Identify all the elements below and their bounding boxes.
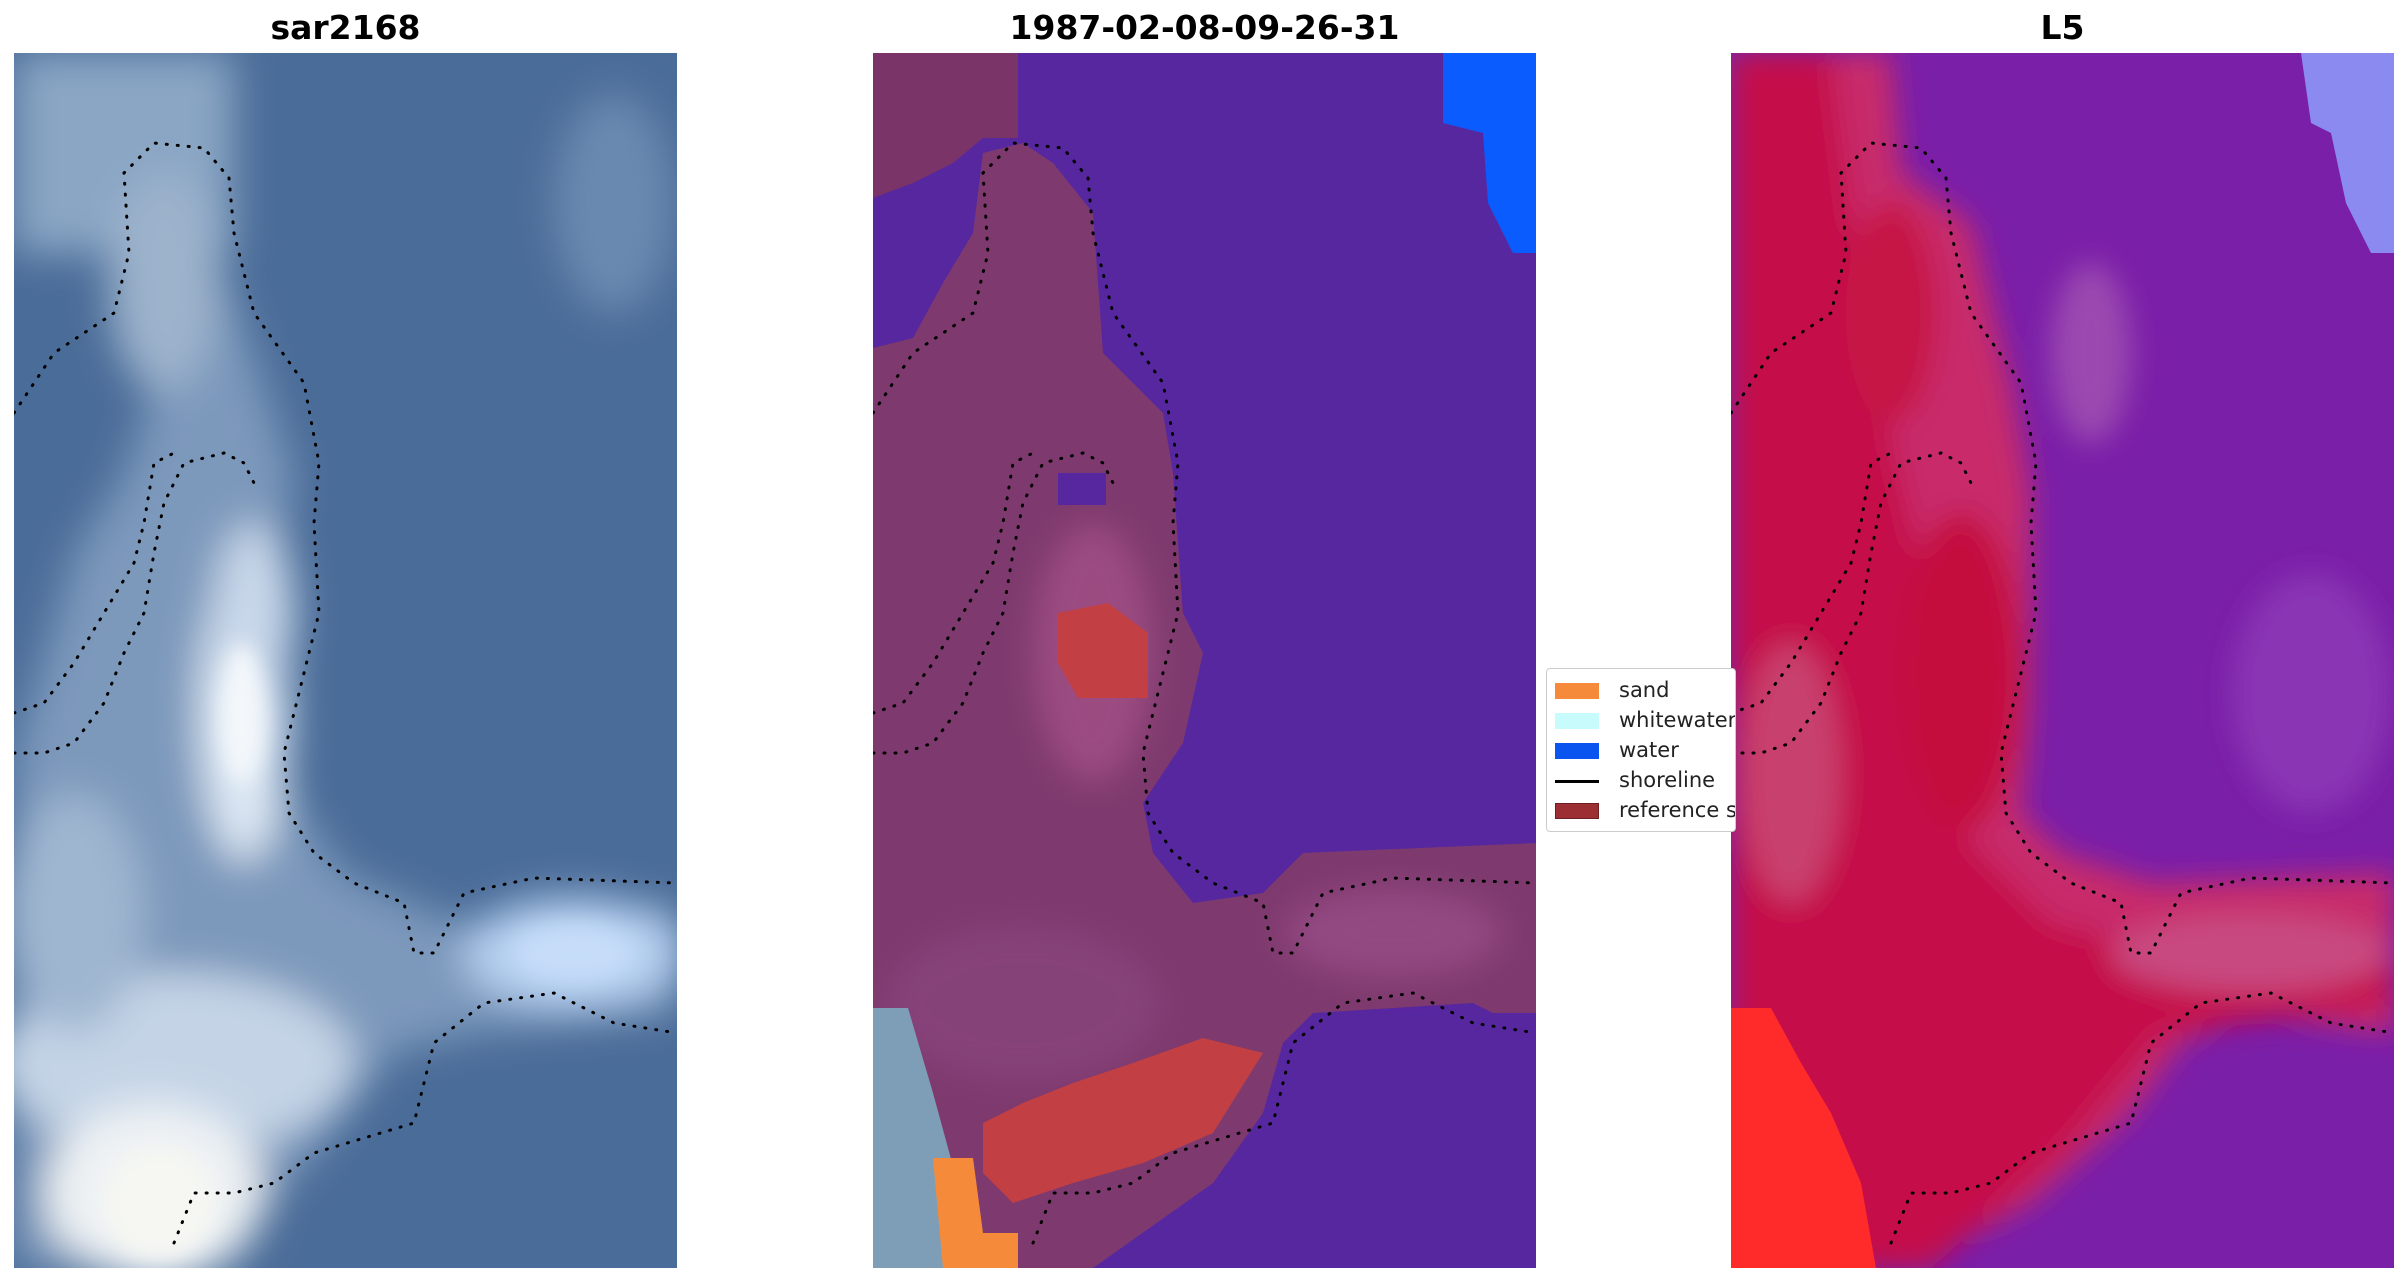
whitewater-corner xyxy=(2301,53,2394,253)
legend-label-sand: sand xyxy=(1619,678,1670,702)
rgb-image xyxy=(14,53,677,1268)
reference-patch-1 xyxy=(1058,603,1148,698)
shoreline-overlay-classified xyxy=(873,141,1536,1245)
sand-class-patch xyxy=(933,1158,1018,1268)
whitewater-swatch xyxy=(1555,713,1599,729)
legend-label-whitewater: whitewater xyxy=(1619,708,1736,732)
high-index-corner xyxy=(1731,1008,1876,1268)
legend-label-shoreline: shoreline xyxy=(1619,768,1716,792)
index-image xyxy=(1731,53,2394,1268)
legend: sand whitewater water shoreline referenc… xyxy=(1546,668,1736,832)
shoreline-overlay-index xyxy=(1731,141,2394,1245)
classified-image xyxy=(873,53,1536,1268)
sand-swatch xyxy=(1555,683,1599,699)
shoreline-overlay-rgb xyxy=(14,141,677,1245)
legend-label-water: water xyxy=(1619,738,1679,762)
classified-image-panel xyxy=(873,53,1536,1268)
panel-title-index: L5 xyxy=(2040,8,2085,47)
panel-title-rgb: sar2168 xyxy=(270,8,421,47)
rgb-image-panel xyxy=(14,53,677,1268)
legend-label-reference: reference s xyxy=(1619,798,1736,822)
reference-patch-2 xyxy=(983,1038,1263,1203)
shoreline-line-swatch xyxy=(1555,780,1599,783)
reference-swatch xyxy=(1555,803,1599,819)
water-swatch xyxy=(1555,743,1599,759)
panel-title-classification: 1987-02-08-09-26-31 xyxy=(1009,8,1400,47)
index-image-panel xyxy=(1731,53,2394,1268)
water-class-patch xyxy=(1443,53,1536,253)
